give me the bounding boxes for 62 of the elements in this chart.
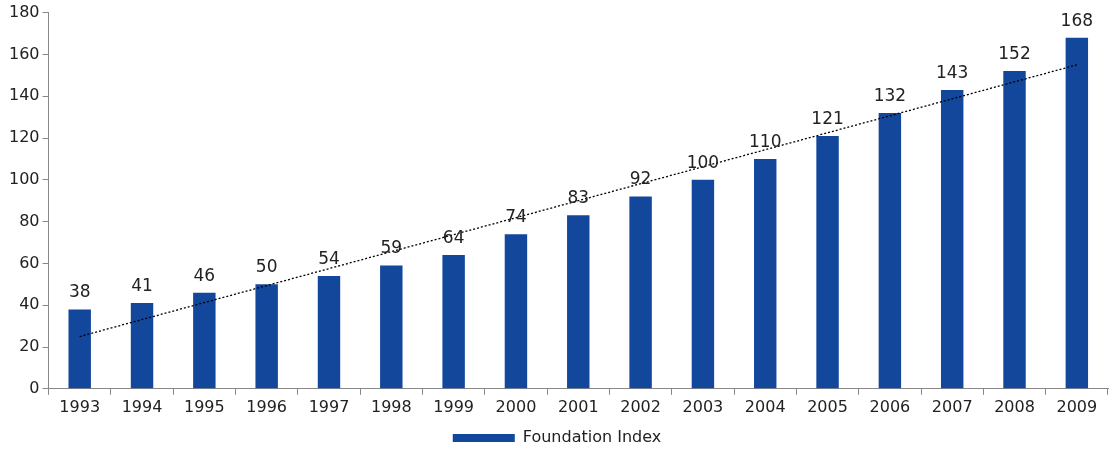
x-tick-label: 1999 bbox=[433, 396, 474, 416]
bar bbox=[380, 265, 403, 389]
bar bbox=[255, 284, 278, 389]
x-tick-label: 2000 bbox=[495, 396, 537, 416]
x-tick-label: 1994 bbox=[121, 396, 163, 416]
data-label: 41 bbox=[131, 275, 153, 296]
x-tick-label: 1995 bbox=[183, 396, 225, 416]
x-tick-label: 1993 bbox=[59, 396, 101, 416]
data-label: 59 bbox=[380, 237, 403, 258]
bar bbox=[442, 255, 465, 389]
x-tick-label: 1997 bbox=[308, 396, 350, 416]
data-label: 152 bbox=[998, 43, 1031, 64]
data-label: 92 bbox=[629, 168, 652, 189]
bar bbox=[317, 275, 341, 389]
y-tick-label: 40 bbox=[19, 294, 40, 314]
y-tick-label: 0 bbox=[29, 377, 40, 397]
x-tick-label: 2008 bbox=[994, 396, 1035, 416]
y-tick-label: 140 bbox=[8, 85, 40, 105]
data-label: 83 bbox=[567, 187, 590, 208]
y-tick-label: 120 bbox=[8, 127, 40, 147]
data-label: 110 bbox=[749, 130, 782, 151]
data-label: 46 bbox=[193, 264, 216, 285]
x-tick-label: 2003 bbox=[682, 396, 724, 416]
data-label: 121 bbox=[811, 107, 844, 128]
bar bbox=[68, 309, 91, 389]
x-tick-label: 2009 bbox=[1056, 396, 1098, 416]
bar bbox=[878, 112, 902, 389]
x-tick-label: 2005 bbox=[807, 396, 848, 416]
x-tick-label: 2007 bbox=[931, 396, 973, 416]
data-label: 64 bbox=[442, 226, 465, 247]
bar bbox=[816, 135, 839, 389]
x-tick-label: 2004 bbox=[744, 396, 786, 416]
data-label: 143 bbox=[935, 61, 969, 82]
bar bbox=[130, 303, 154, 389]
bar bbox=[754, 158, 777, 389]
bar bbox=[1065, 37, 1089, 389]
data-label: 100 bbox=[686, 151, 720, 172]
bar bbox=[1003, 71, 1026, 389]
bar bbox=[567, 215, 590, 389]
bar bbox=[629, 196, 652, 389]
y-tick-label: 60 bbox=[19, 252, 40, 272]
y-tick-label: 160 bbox=[8, 43, 40, 63]
data-label: 74 bbox=[505, 206, 527, 227]
data-label: 132 bbox=[873, 84, 907, 105]
x-tick-label: 2002 bbox=[620, 396, 661, 416]
bar bbox=[504, 234, 528, 389]
y-tick-label: 80 bbox=[19, 210, 40, 230]
y-tick-label: 100 bbox=[8, 168, 40, 188]
bar bbox=[940, 89, 964, 389]
x-tick-label: 1998 bbox=[370, 396, 412, 416]
data-label: 50 bbox=[255, 256, 278, 277]
x-tick-label: 2006 bbox=[869, 396, 911, 416]
x-tick-label: 1996 bbox=[246, 396, 288, 416]
x-tick-label: 2001 bbox=[557, 396, 599, 416]
y-tick-label: 180 bbox=[8, 1, 40, 21]
bar bbox=[193, 292, 216, 389]
y-tick-label: 20 bbox=[19, 336, 40, 356]
legend-label: Foundation Index bbox=[522, 427, 662, 447]
data-label: 54 bbox=[318, 247, 340, 268]
bar bbox=[691, 179, 715, 389]
data-label: 168 bbox=[1060, 9, 1094, 30]
data-label: 38 bbox=[68, 281, 91, 302]
